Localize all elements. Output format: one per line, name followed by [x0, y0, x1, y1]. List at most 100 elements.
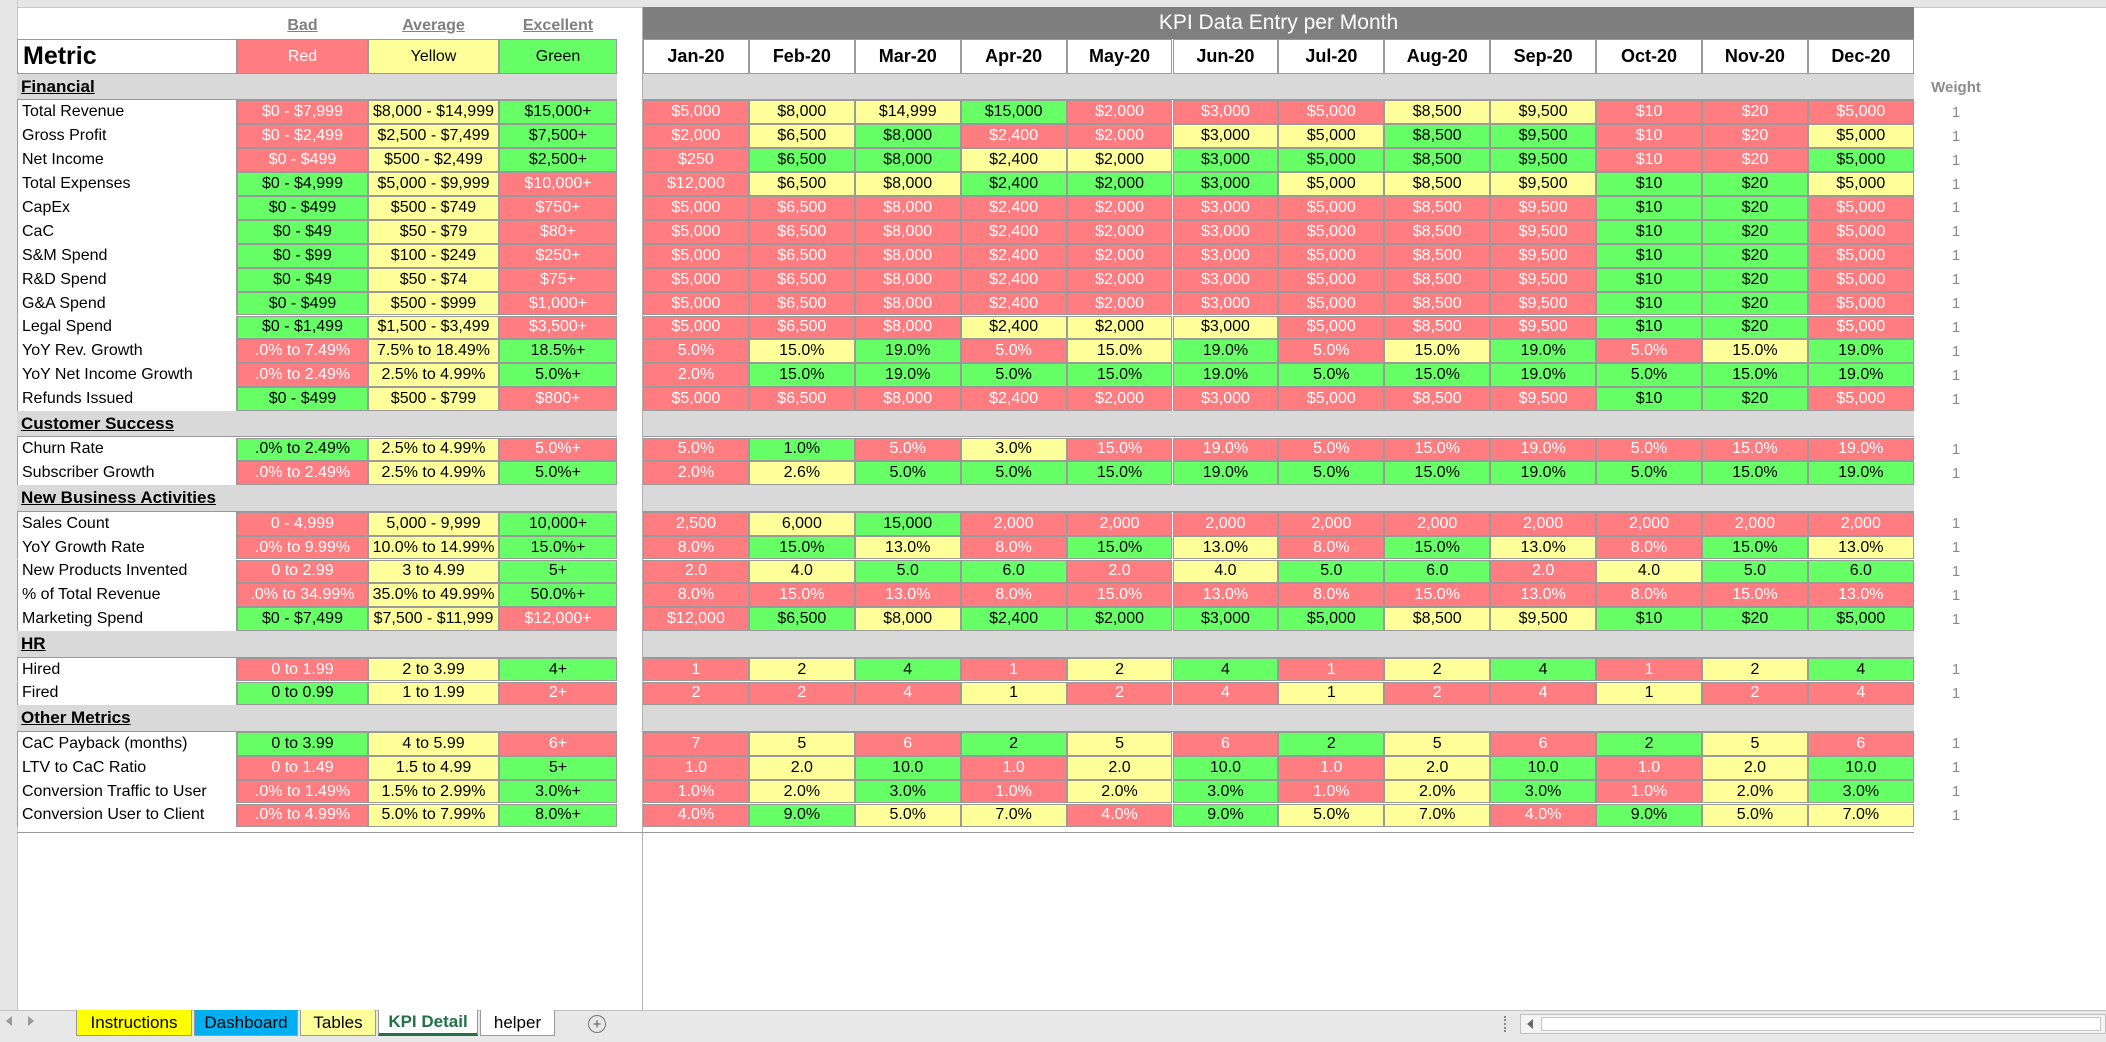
- kpi-value-cell[interactable]: 1: [1596, 657, 1702, 682]
- kpi-value-cell[interactable]: 10.0: [1172, 755, 1279, 780]
- weight-cell[interactable]: 1: [1951, 199, 1961, 217]
- kpi-value-cell[interactable]: 1: [1278, 681, 1385, 706]
- threshold-cell[interactable]: 10.0% to 14.99%: [368, 535, 499, 560]
- metric-label[interactable]: R&D Spend: [17, 267, 237, 292]
- kpi-value-cell[interactable]: 5.0%: [1596, 363, 1702, 388]
- kpi-value-cell[interactable]: 5.0%: [643, 437, 749, 462]
- weight-cell[interactable]: 1: [1951, 684, 1961, 702]
- section-header[interactable]: Financial: [17, 74, 237, 101]
- kpi-value-cell[interactable]: 2: [748, 657, 855, 682]
- kpi-value-cell[interactable]: $9,500: [1490, 124, 1597, 149]
- metric-label[interactable]: S&M Spend: [17, 243, 237, 268]
- threshold-cell[interactable]: $8,000 - $14,999: [368, 100, 499, 125]
- kpi-value-cell[interactable]: 2: [1278, 731, 1385, 756]
- kpi-value-cell[interactable]: $3,000: [1172, 172, 1279, 196]
- kpi-value-cell[interactable]: 15.0%: [1384, 339, 1491, 364]
- kpi-value-cell[interactable]: $9,500: [1490, 315, 1597, 340]
- kpi-value-cell[interactable]: $8,000: [854, 172, 961, 196]
- kpi-value-cell[interactable]: 2,000: [1702, 511, 1808, 536]
- threshold-cell[interactable]: .0% to 7.49%: [237, 339, 368, 364]
- threshold-cell[interactable]: $15,000+: [499, 100, 617, 125]
- kpi-value-cell[interactable]: $5,000: [643, 243, 749, 268]
- kpi-value-cell[interactable]: $8,000: [854, 196, 961, 220]
- kpi-value-cell[interactable]: $6,500: [748, 291, 855, 316]
- kpi-value-cell[interactable]: 19.0%: [1172, 339, 1279, 364]
- kpi-value-cell[interactable]: 19.0%: [1490, 461, 1597, 486]
- kpi-value-cell[interactable]: $2,000: [1066, 387, 1173, 412]
- kpi-value-cell[interactable]: $10: [1596, 291, 1702, 316]
- threshold-cell[interactable]: 0 to 0.99: [237, 681, 368, 706]
- kpi-value-cell[interactable]: $5,000: [643, 315, 749, 340]
- kpi-value-cell[interactable]: $5,000: [1278, 315, 1385, 340]
- kpi-value-cell[interactable]: 2.0%: [748, 779, 855, 804]
- threshold-cell[interactable]: 3.0%+: [499, 779, 617, 804]
- kpi-value-cell[interactable]: 19.0%: [1490, 437, 1597, 462]
- kpi-value-cell[interactable]: 19.0%: [854, 339, 961, 364]
- kpi-value-cell[interactable]: 5.0%: [1596, 461, 1702, 486]
- kpi-value-cell[interactable]: 2.0: [748, 755, 855, 780]
- kpi-value-cell[interactable]: $5,000: [1807, 124, 1914, 149]
- kpi-value-cell[interactable]: $6,500: [748, 148, 855, 173]
- kpi-value-cell[interactable]: $2,000: [1066, 291, 1173, 316]
- kpi-value-cell[interactable]: $2,400: [960, 387, 1067, 412]
- kpi-value-cell[interactable]: 6: [1807, 731, 1914, 756]
- kpi-value-cell[interactable]: 1.0%: [960, 779, 1067, 804]
- kpi-value-cell[interactable]: $3,000: [1172, 219, 1279, 244]
- threshold-cell[interactable]: 6+: [499, 731, 617, 756]
- threshold-cell[interactable]: $500 - $799: [368, 387, 499, 412]
- threshold-cell[interactable]: 4 to 5.99: [368, 731, 499, 756]
- tier-header-excellent[interactable]: Excellent: [522, 17, 594, 34]
- kpi-value-cell[interactable]: 2,000: [1066, 511, 1173, 536]
- horizontal-scrollbar[interactable]: [1520, 1014, 2106, 1034]
- threshold-cell[interactable]: $12,000+: [499, 607, 617, 632]
- kpi-value-cell[interactable]: 13.0%: [854, 535, 961, 560]
- kpi-value-cell[interactable]: 6.0: [1384, 559, 1491, 584]
- kpi-value-cell[interactable]: $2,000: [643, 124, 749, 149]
- kpi-value-cell[interactable]: 4.0: [748, 559, 855, 584]
- threshold-cell[interactable]: $100 - $249: [368, 243, 499, 268]
- kpi-value-cell[interactable]: $9,500: [1490, 387, 1597, 412]
- kpi-value-cell[interactable]: $20: [1702, 100, 1808, 125]
- metric-label[interactable]: Conversion Traffic to User: [17, 779, 237, 804]
- kpi-value-cell[interactable]: 2.0%: [643, 363, 749, 388]
- weight-cell[interactable]: 1: [1951, 295, 1961, 313]
- kpi-value-cell[interactable]: 2.0: [1702, 755, 1808, 780]
- metric-label[interactable]: Net Income: [17, 148, 237, 173]
- kpi-value-cell[interactable]: $8,000: [854, 148, 961, 173]
- weight-cell[interactable]: 1: [1951, 735, 1961, 753]
- kpi-value-cell[interactable]: $6,500: [748, 124, 855, 149]
- kpi-value-cell[interactable]: $250: [643, 148, 749, 173]
- kpi-value-cell[interactable]: $6,500: [748, 196, 855, 220]
- kpi-value-cell[interactable]: 15.0%: [1384, 363, 1491, 388]
- threshold-cell[interactable]: 4+: [499, 657, 617, 682]
- kpi-value-cell[interactable]: $8,000: [854, 315, 961, 340]
- threshold-cell[interactable]: 8.0%+: [499, 803, 617, 828]
- kpi-value-cell[interactable]: 5.0: [854, 559, 961, 584]
- section-header[interactable]: HR: [17, 631, 237, 658]
- threshold-cell[interactable]: 0 to 1.99: [237, 657, 368, 682]
- weight-cell[interactable]: 1: [1951, 610, 1961, 628]
- kpi-value-cell[interactable]: 15.0%: [748, 535, 855, 560]
- kpi-value-cell[interactable]: 8.0%: [643, 583, 749, 608]
- kpi-value-cell[interactable]: $5,000: [1807, 148, 1914, 173]
- kpi-value-cell[interactable]: 8.0%: [960, 583, 1067, 608]
- scroll-left-icon[interactable]: [1527, 1019, 1533, 1029]
- kpi-value-cell[interactable]: 7.0%: [1807, 803, 1914, 828]
- metric-label[interactable]: Refunds Issued: [17, 387, 237, 412]
- threshold-cell[interactable]: $500 - $2,499: [368, 148, 499, 173]
- weight-cell[interactable]: 1: [1951, 271, 1961, 289]
- kpi-value-cell[interactable]: 5: [1384, 731, 1491, 756]
- kpi-value-cell[interactable]: 6.0: [1807, 559, 1914, 584]
- kpi-value-cell[interactable]: 13.0%: [1490, 583, 1597, 608]
- kpi-value-cell[interactable]: 4: [854, 657, 961, 682]
- kpi-value-cell[interactable]: 5.0%: [1596, 339, 1702, 364]
- month-header[interactable]: Jul-20: [1278, 39, 1385, 74]
- kpi-value-cell[interactable]: $20: [1702, 243, 1808, 268]
- tier-label-yellow[interactable]: Yellow: [368, 39, 499, 74]
- kpi-value-cell[interactable]: 6.0: [960, 559, 1067, 584]
- kpi-value-cell[interactable]: 15.0%: [1066, 363, 1173, 388]
- kpi-value-cell[interactable]: 5: [1066, 731, 1173, 756]
- kpi-value-cell[interactable]: 1.0: [1596, 755, 1702, 780]
- threshold-cell[interactable]: 1.5% to 2.99%: [368, 779, 499, 804]
- kpi-value-cell[interactable]: 15.0%: [1066, 437, 1173, 462]
